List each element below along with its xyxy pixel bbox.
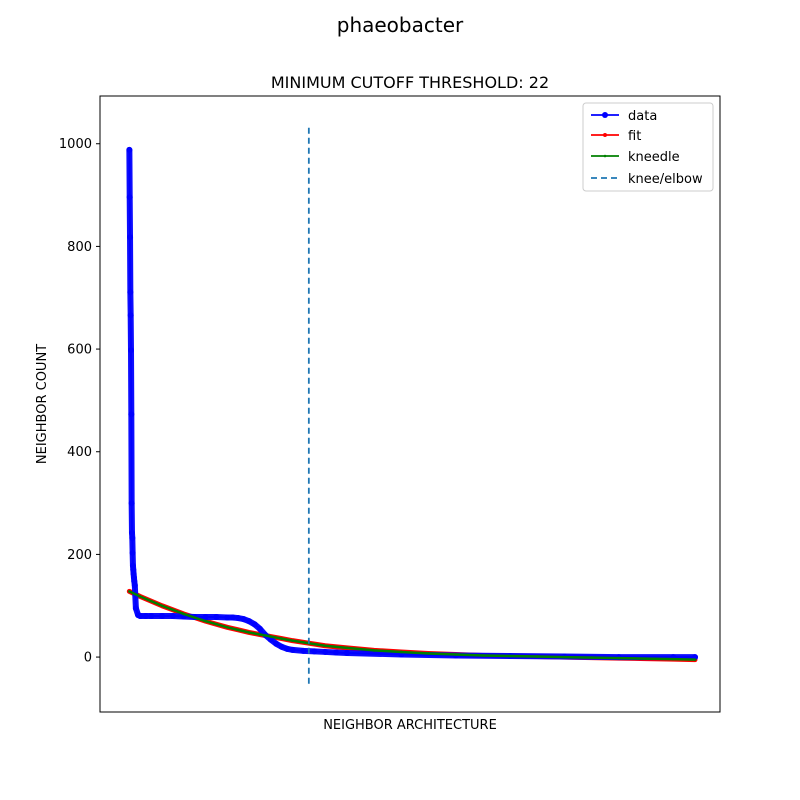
kneedle-point bbox=[236, 628, 240, 632]
data-point bbox=[129, 534, 136, 541]
data-point bbox=[128, 500, 135, 507]
data-point bbox=[300, 647, 307, 654]
legend-item-kneedle: kneedle bbox=[591, 150, 680, 165]
kneedle-point bbox=[481, 654, 485, 657]
data-point bbox=[132, 605, 139, 612]
legend-item-fit: fit bbox=[591, 129, 641, 144]
legend: data fit kneedle knee/elbow bbox=[582, 102, 714, 192]
data-point bbox=[142, 613, 149, 620]
data-point bbox=[128, 411, 135, 418]
legend-label: fit bbox=[628, 129, 641, 144]
kneedle-point bbox=[160, 604, 164, 608]
kneedle-point bbox=[204, 619, 207, 623]
data-point bbox=[128, 347, 134, 354]
data-point bbox=[246, 618, 253, 625]
kneedle-point bbox=[563, 655, 566, 659]
data-point bbox=[256, 625, 263, 632]
y-tick-label: 600 bbox=[67, 343, 92, 358]
data-point bbox=[213, 614, 220, 621]
series-kneedle-line bbox=[128, 590, 696, 661]
kneedle-point bbox=[693, 658, 697, 661]
kneedle-point bbox=[215, 622, 218, 626]
kneedle-point bbox=[399, 650, 403, 654]
data-point bbox=[127, 289, 134, 296]
kneedle-point bbox=[535, 655, 539, 658]
axes-frame bbox=[99, 95, 721, 713]
y-tick-label: 0 bbox=[84, 651, 92, 666]
data-point bbox=[126, 194, 133, 201]
y-tick-label: 200 bbox=[67, 548, 92, 563]
data-point bbox=[128, 529, 135, 536]
y-tick-label: 400 bbox=[67, 445, 92, 460]
data-point bbox=[240, 616, 247, 623]
data-point bbox=[148, 613, 155, 620]
data-point bbox=[311, 648, 318, 655]
legend-item-data: data bbox=[591, 109, 657, 124]
data-point bbox=[131, 582, 138, 589]
legend-frame bbox=[582, 102, 714, 192]
legend-label: kneedle bbox=[628, 150, 680, 165]
data-point bbox=[251, 621, 258, 628]
kneedle-point bbox=[291, 639, 294, 642]
kneedle-point bbox=[149, 599, 153, 603]
data-point bbox=[229, 614, 236, 621]
data-point bbox=[235, 615, 242, 622]
data-point bbox=[202, 614, 209, 621]
kneedle-point bbox=[128, 590, 131, 593]
legend-marker bbox=[603, 133, 607, 137]
data-point bbox=[159, 613, 165, 620]
figure-suptitle: phaeobacter bbox=[337, 13, 464, 37]
x-axis-label: NEIGHBOR ARCHITECTURE bbox=[323, 718, 497, 733]
kneedle-point bbox=[258, 633, 262, 636]
kneedle-point bbox=[372, 649, 376, 652]
data-point bbox=[129, 549, 136, 556]
kneedle-point bbox=[225, 626, 229, 629]
data-point bbox=[343, 649, 350, 656]
kneedle-point bbox=[590, 656, 593, 659]
legend-item-knee-elbow: knee/elbow bbox=[591, 172, 703, 187]
y-axis-label: NEIGHBOR COUNT bbox=[35, 344, 50, 464]
kneedle-point bbox=[247, 631, 251, 634]
kneedle-point bbox=[138, 595, 142, 598]
kneedle-point bbox=[171, 608, 175, 612]
data-point bbox=[322, 648, 329, 655]
kneedle-point bbox=[182, 612, 186, 616]
data-point bbox=[267, 636, 274, 643]
kneedle-point bbox=[508, 654, 512, 658]
data-point bbox=[289, 646, 296, 653]
legend-label: knee/elbow bbox=[628, 172, 703, 187]
kneedle-point bbox=[193, 616, 196, 619]
legend-marker bbox=[602, 112, 608, 118]
y-axis: 0 200 400 600 800 1000 bbox=[59, 137, 100, 666]
data-point bbox=[278, 643, 285, 650]
kneedle-point bbox=[617, 656, 621, 660]
kneedle-point bbox=[644, 657, 648, 660]
kneedle-point bbox=[280, 637, 283, 640]
data-point bbox=[127, 234, 134, 241]
kneedle-point bbox=[345, 646, 349, 650]
data-point bbox=[126, 146, 133, 153]
data-point bbox=[273, 640, 280, 647]
y-tick-label: 800 bbox=[67, 240, 92, 255]
legend-label: data bbox=[628, 109, 657, 124]
y-tick-label: 1000 bbox=[59, 137, 92, 152]
data-point bbox=[224, 614, 231, 621]
kneedle-point bbox=[269, 635, 273, 638]
plot-area bbox=[126, 123, 698, 684]
chart-title: MINIMUM CUTOFF THRESHOLD: 22 bbox=[271, 73, 549, 92]
data-point bbox=[137, 613, 144, 620]
kneedle-point bbox=[671, 657, 675, 661]
data-point bbox=[284, 645, 291, 652]
data-point bbox=[169, 613, 176, 620]
kneedle-point bbox=[323, 644, 327, 648]
kneedle-point bbox=[427, 652, 430, 655]
data-point bbox=[333, 649, 340, 656]
kneedle-point bbox=[454, 653, 457, 656]
legend-marker bbox=[603, 154, 607, 158]
data-point bbox=[127, 312, 134, 319]
